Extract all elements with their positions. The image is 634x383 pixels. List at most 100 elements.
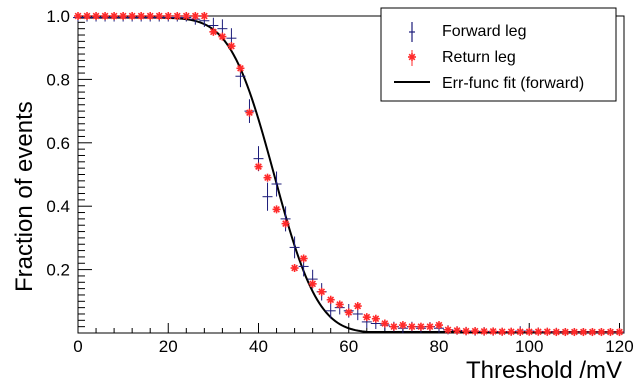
return-point [489,327,498,336]
return-point-d2 [191,12,199,20]
return-point [425,322,434,331]
return-point [326,295,335,304]
return-point [606,328,615,337]
return-point [353,302,362,311]
return-point-d2 [182,12,190,20]
return-point [218,32,227,41]
return-point-d2 [110,12,118,20]
return-point-d2 [318,288,326,296]
return-point [570,328,579,337]
x-tick-label: 40 [249,337,268,356]
return-point [191,12,200,20]
return-point [290,264,299,273]
legend: Forward leg Return leg Err-func fit (for… [380,7,617,102]
return-point-d2 [426,323,434,331]
return-point-d2 [137,12,145,20]
return-point [434,321,443,330]
return-point-d2 [507,328,515,336]
return-point [164,12,173,20]
return-point-d2 [264,174,271,182]
return-point-d2 [462,327,470,335]
return-point-d2 [327,296,335,304]
return-point [371,314,380,323]
return-point-d2 [381,320,389,327]
return-point [597,328,606,337]
return-point-d2 [282,220,289,228]
return-point-d2 [589,328,596,336]
return-point [281,219,290,228]
forward-point [271,171,282,197]
return-point-d2 [408,323,416,331]
return-point-d2 [444,326,452,334]
return-point [335,300,344,309]
return-point [543,327,552,336]
return-point-d2 [399,321,407,329]
return-point-d2 [390,323,398,331]
return-point-d2 [210,28,217,36]
y-axis-label: Fraction of events [11,101,38,292]
return-point [227,42,236,51]
return-point-d2 [291,264,298,272]
return-point [588,328,597,337]
return-point-d2 [607,328,614,336]
return-point-d2 [237,64,244,72]
return-point [254,162,263,171]
return-point [507,327,516,336]
return-point [308,279,317,288]
return-point-d2 [83,12,91,20]
return-point-d2 [561,328,569,336]
x-tick-label: 120 [605,337,633,356]
y-tick-label: 1.0 [46,7,70,26]
return-point-d2 [173,12,181,20]
return-point-d2 [580,328,587,336]
return-point [471,327,480,336]
return-point [137,12,146,20]
return-point-d2 [300,255,307,262]
return-point [146,12,155,20]
return-point-d2 [336,301,344,308]
return-point-d2 [255,163,262,170]
return-point [344,308,353,317]
return-point [552,328,561,337]
return-point [110,12,119,20]
return-point [389,322,398,331]
return-point [444,325,453,334]
return-point [83,12,92,20]
return-point-d2 [345,309,353,316]
return-point-d2 [489,328,497,335]
return-point-d2 [219,33,226,40]
return-point [101,12,110,20]
return-point [74,12,82,20]
x-tick-label: 20 [159,337,178,356]
return-point-d2 [453,327,461,334]
return-point-d2 [309,280,317,288]
return-point-d2 [228,42,235,50]
return-point-d2 [616,328,623,336]
return-point-d2 [598,328,605,336]
return-point [128,12,137,20]
forward-point [325,303,336,319]
return-point-d2 [92,12,100,20]
return-point [480,327,489,336]
return-point-d2 [155,12,163,20]
return-point-d2 [363,313,371,321]
legend-fit-label: Err-func fit (forward) [442,75,584,92]
x-axis-label: Threshold /mV [466,357,622,383]
legend-return-star-d2 [408,53,416,61]
return-point [299,254,308,263]
legend-forward-label: Forward leg [442,23,526,40]
return-point-d2 [417,323,425,331]
return-point-d2 [119,12,127,20]
return-point-d2 [570,328,578,336]
return-point [525,327,534,336]
return-point-d2 [435,321,443,329]
return-point-d2 [354,302,362,310]
y-tick-label: 0.8 [46,70,70,89]
return-point [579,328,588,337]
return-point-d2 [516,328,524,336]
return-point [272,205,281,214]
return-point-d2 [74,12,82,20]
return-point-d2 [525,328,533,336]
return-point [236,64,245,73]
